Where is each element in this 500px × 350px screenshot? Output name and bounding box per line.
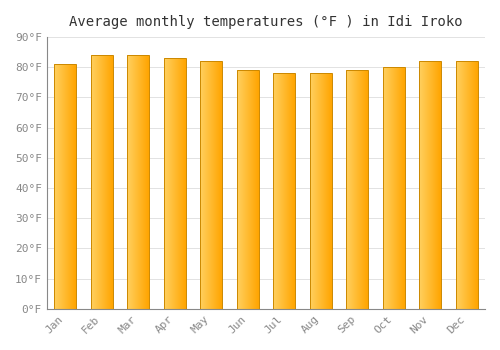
Bar [456, 61, 477, 309]
Bar [164, 58, 186, 309]
Bar [90, 55, 112, 309]
Bar [200, 61, 222, 309]
Bar [420, 61, 441, 309]
Bar [383, 67, 404, 309]
Title: Average monthly temperatures (°F ) in Idi Iroko: Average monthly temperatures (°F ) in Id… [69, 15, 462, 29]
Bar [54, 64, 76, 309]
Bar [273, 74, 295, 309]
Bar [346, 70, 368, 309]
Bar [310, 74, 332, 309]
Bar [236, 70, 258, 309]
Bar [127, 55, 149, 309]
